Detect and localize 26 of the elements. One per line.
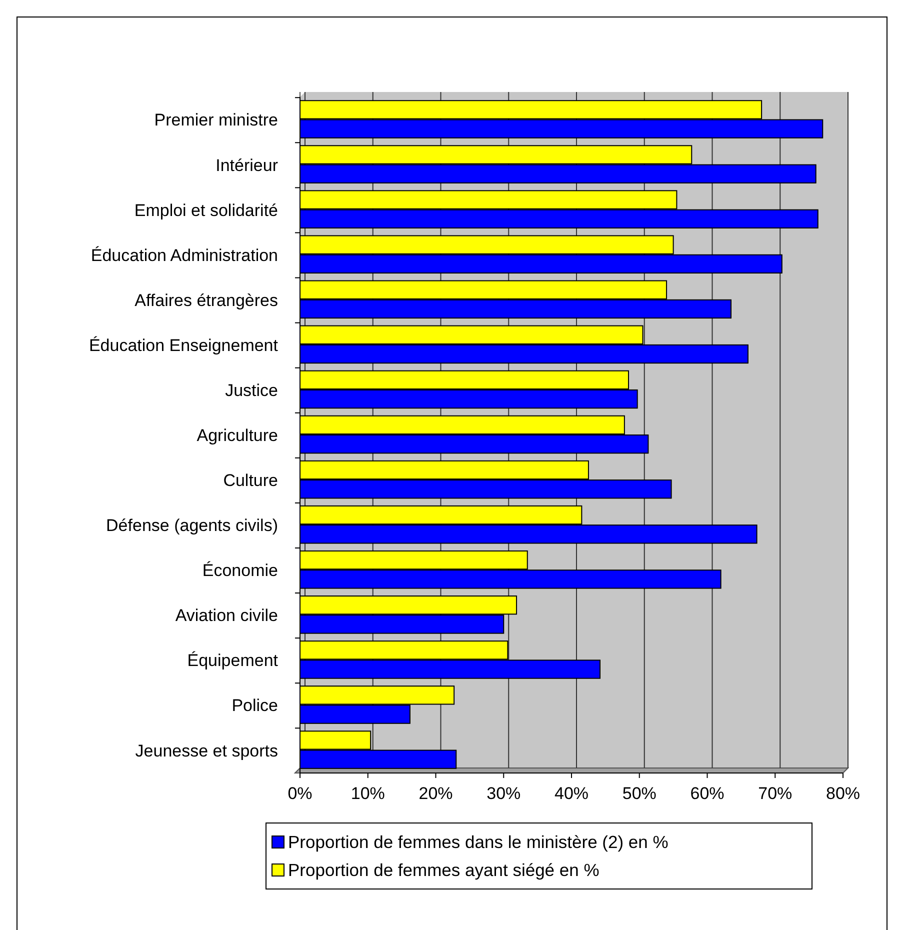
x-tick-label: 20% — [418, 784, 453, 803]
y-tick-label: Économie — [202, 561, 278, 580]
y-tick-label: Intérieur — [216, 156, 278, 175]
y-tick-label: Éducation Administration — [90, 246, 278, 265]
legend-label: Proportion de femmes dans le ministère (2) en % — [288, 832, 668, 852]
x-tick-label: 10% — [350, 784, 385, 803]
x-tick-label: 0% — [288, 784, 312, 803]
y-tick-label: Défense (agents civils) — [106, 516, 278, 536]
y-tick-label: Police — [232, 696, 278, 716]
x-tick-label: 60% — [690, 784, 724, 803]
y-tick-label: Premier ministre — [154, 110, 278, 130]
y-tick-label: Agriculture — [196, 426, 278, 445]
x-tick-label: 70% — [758, 784, 792, 803]
x-tick-label: 80% — [826, 784, 860, 803]
y-tick-label: Aviation civile — [175, 606, 278, 626]
y-tick-label: Culture — [223, 471, 278, 490]
y-tick-label: Affaires étrangères — [134, 290, 278, 310]
y-tick-label: Jeunesse et sports — [135, 741, 278, 760]
x-tick-label: 50% — [622, 784, 656, 803]
legend-label: Proportion de femmes ayant siégé en % — [288, 860, 600, 880]
y-tick-label: Emploi et solidarité — [134, 200, 278, 220]
y-tick-label: Éducation Enseignement — [88, 336, 278, 355]
y-tick-label: Justice — [225, 380, 278, 400]
x-tick-label: 30% — [486, 784, 521, 803]
x-tick-label: 40% — [554, 784, 589, 803]
y-tick-label: Équipement — [187, 651, 278, 670]
